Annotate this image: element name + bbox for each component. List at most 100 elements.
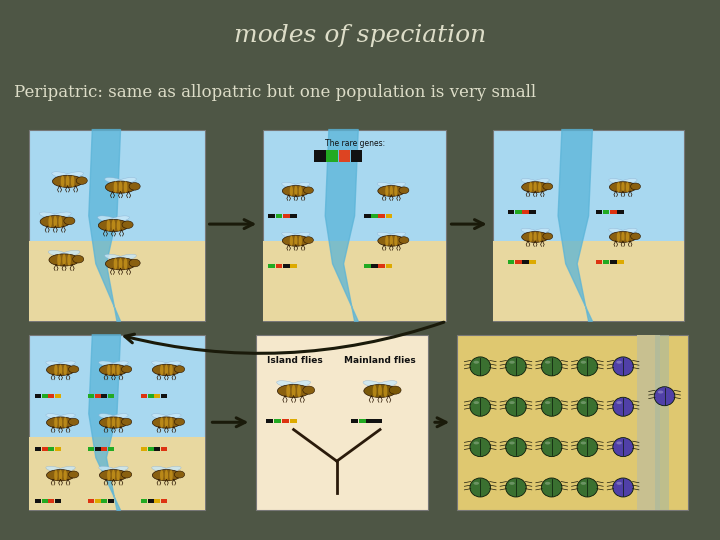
Ellipse shape — [46, 467, 64, 472]
Ellipse shape — [46, 361, 64, 367]
Ellipse shape — [110, 467, 128, 472]
Ellipse shape — [297, 384, 301, 397]
Polygon shape — [89, 335, 120, 510]
Polygon shape — [325, 130, 359, 321]
Ellipse shape — [474, 482, 479, 485]
Bar — [289, 419, 297, 422]
Ellipse shape — [105, 258, 135, 270]
Ellipse shape — [282, 235, 310, 246]
Ellipse shape — [287, 384, 290, 397]
Ellipse shape — [282, 232, 300, 238]
Ellipse shape — [545, 361, 551, 364]
Ellipse shape — [395, 186, 397, 196]
Ellipse shape — [48, 251, 68, 257]
Bar — [379, 214, 385, 218]
Text: Mainland flies: Mainland flies — [344, 356, 416, 365]
Ellipse shape — [376, 381, 397, 388]
Ellipse shape — [529, 232, 532, 242]
Ellipse shape — [165, 470, 168, 481]
Ellipse shape — [474, 401, 479, 404]
Ellipse shape — [59, 364, 62, 375]
Ellipse shape — [40, 215, 71, 228]
Ellipse shape — [46, 414, 64, 420]
Ellipse shape — [543, 233, 553, 240]
FancyBboxPatch shape — [29, 436, 205, 510]
Ellipse shape — [545, 401, 551, 404]
Bar — [42, 394, 48, 398]
Ellipse shape — [289, 381, 310, 388]
Bar — [379, 264, 385, 268]
Ellipse shape — [99, 470, 127, 481]
Bar — [95, 394, 101, 398]
Bar — [55, 394, 60, 398]
Ellipse shape — [292, 232, 310, 238]
Ellipse shape — [505, 478, 526, 497]
Ellipse shape — [122, 471, 132, 478]
Bar — [290, 214, 297, 218]
FancyBboxPatch shape — [637, 335, 660, 510]
Ellipse shape — [57, 467, 76, 472]
Bar — [161, 447, 166, 450]
Bar — [48, 394, 54, 398]
Ellipse shape — [68, 471, 78, 478]
Ellipse shape — [165, 364, 168, 375]
Ellipse shape — [580, 401, 586, 404]
Ellipse shape — [289, 235, 293, 246]
Ellipse shape — [385, 235, 389, 246]
Ellipse shape — [129, 183, 140, 190]
Ellipse shape — [545, 482, 551, 485]
Ellipse shape — [110, 414, 128, 420]
Ellipse shape — [303, 386, 315, 394]
Ellipse shape — [169, 470, 173, 481]
Ellipse shape — [399, 237, 409, 244]
Ellipse shape — [68, 418, 78, 426]
Ellipse shape — [620, 179, 637, 184]
Ellipse shape — [631, 233, 641, 240]
Ellipse shape — [117, 470, 120, 481]
Ellipse shape — [631, 183, 641, 190]
Ellipse shape — [292, 183, 310, 188]
Ellipse shape — [522, 181, 549, 192]
Ellipse shape — [532, 228, 549, 234]
Bar — [269, 264, 275, 268]
Ellipse shape — [541, 397, 562, 416]
Ellipse shape — [580, 442, 586, 444]
Ellipse shape — [304, 187, 313, 194]
Ellipse shape — [53, 176, 83, 187]
Ellipse shape — [543, 183, 553, 190]
Ellipse shape — [541, 357, 562, 376]
Bar — [89, 447, 94, 450]
Bar — [95, 500, 101, 503]
Bar — [351, 150, 362, 162]
Ellipse shape — [57, 254, 61, 266]
Ellipse shape — [609, 181, 636, 192]
Bar — [108, 394, 114, 398]
Ellipse shape — [99, 219, 129, 232]
Bar — [359, 419, 366, 422]
Bar — [603, 260, 609, 264]
Ellipse shape — [63, 364, 67, 375]
Bar — [141, 447, 147, 450]
FancyBboxPatch shape — [263, 241, 446, 321]
Bar — [617, 260, 624, 264]
Ellipse shape — [117, 417, 120, 428]
Ellipse shape — [616, 361, 622, 364]
Ellipse shape — [277, 384, 310, 397]
Ellipse shape — [395, 235, 397, 246]
Ellipse shape — [114, 181, 117, 193]
FancyBboxPatch shape — [493, 241, 684, 321]
Ellipse shape — [47, 470, 75, 481]
Bar — [266, 419, 274, 422]
Ellipse shape — [117, 364, 120, 375]
FancyBboxPatch shape — [263, 130, 446, 321]
Ellipse shape — [390, 386, 401, 394]
Ellipse shape — [152, 361, 170, 367]
Bar — [610, 210, 616, 214]
Ellipse shape — [153, 470, 181, 481]
Ellipse shape — [505, 397, 526, 416]
Ellipse shape — [534, 232, 537, 242]
Bar — [529, 210, 536, 214]
Ellipse shape — [49, 254, 79, 266]
Bar — [35, 394, 41, 398]
Ellipse shape — [470, 478, 490, 497]
